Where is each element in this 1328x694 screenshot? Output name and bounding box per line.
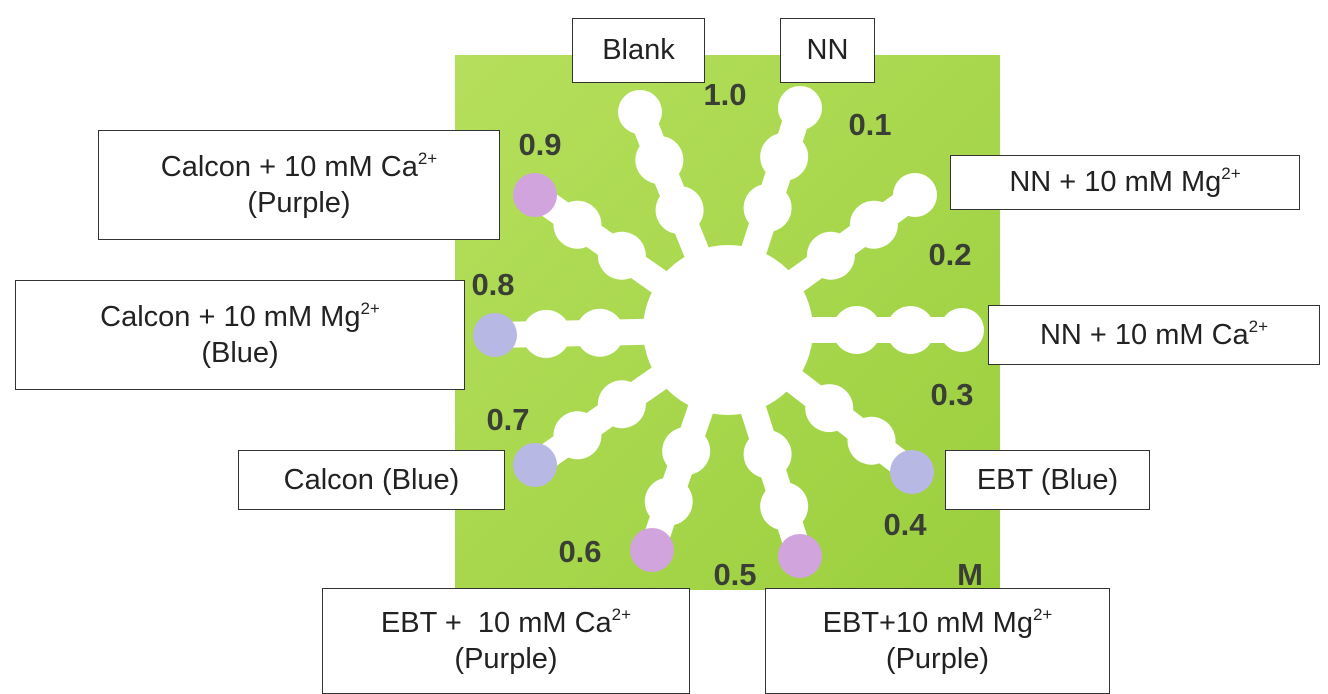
detection-zone xyxy=(618,90,662,134)
label-box: EBT (Blue) xyxy=(945,450,1150,510)
zone xyxy=(886,306,935,354)
detection-zone xyxy=(513,173,557,217)
zone-number: 0.6 xyxy=(558,534,602,569)
label-box: NN + 10 mM Mg2+ xyxy=(950,155,1300,210)
zone-number: 0.4 xyxy=(883,507,927,542)
label-line1: Calcon + 10 mM Ca xyxy=(160,150,418,183)
zone xyxy=(849,200,898,249)
detection-zone xyxy=(473,313,517,357)
label-line1: EBT (Blue) xyxy=(976,463,1119,496)
label-box: Blank xyxy=(572,18,705,83)
zone xyxy=(743,183,792,232)
zone xyxy=(662,427,711,475)
zone xyxy=(597,380,646,429)
zone xyxy=(760,482,809,531)
label-sup: 2+ xyxy=(417,148,438,168)
label-box: Calcon + 10 mM Ca2+ (Purple) xyxy=(98,130,500,240)
detection-zone xyxy=(940,308,984,352)
label-text: Calcon + 10 mM Ca2+ (Purple) xyxy=(161,149,437,222)
zone xyxy=(832,306,881,354)
zone xyxy=(553,200,602,249)
zone xyxy=(635,135,684,184)
label-sup: 2+ xyxy=(360,298,380,318)
zone-number: 0.1 xyxy=(848,107,892,142)
zone-number: 1.0 xyxy=(703,77,747,112)
label-text: NN + 10 mM Ca2+ xyxy=(1040,317,1268,353)
label-line1: Calcon + 10 mM Mg xyxy=(100,300,361,333)
label-box: EBT + 10 mM Ca2+ (Purple) xyxy=(322,588,690,694)
zone xyxy=(644,477,693,526)
zone xyxy=(806,231,855,280)
label-sup: 2+ xyxy=(1248,316,1269,336)
zone-number: 0.7 xyxy=(486,402,530,437)
label-sup: 2+ xyxy=(1221,164,1241,184)
label-line2: (Blue) xyxy=(201,337,279,369)
zone xyxy=(522,309,571,358)
zone-number: M xyxy=(957,557,983,592)
label-text: EBT (Blue) xyxy=(977,462,1118,498)
label-text: NN + 10 mM Mg2+ xyxy=(1009,164,1240,200)
label-box: Calcon (Blue) xyxy=(238,450,505,510)
label-text: EBT+10 mM Mg2+ (Purple) xyxy=(823,605,1053,678)
label-line1: EBT + 10 mM Ca xyxy=(380,606,612,639)
label-line1: NN + 10 mM Mg xyxy=(1009,166,1222,199)
detection-zone xyxy=(893,173,937,217)
zone-number: 0.9 xyxy=(518,127,562,162)
label-line1: Blank xyxy=(602,34,675,67)
zone-number: 0.5 xyxy=(713,557,757,592)
zone xyxy=(575,308,624,357)
zone xyxy=(553,411,602,460)
label-sup: 2+ xyxy=(1032,604,1053,624)
label-line2: (Purple) xyxy=(247,187,351,219)
zone xyxy=(743,430,792,479)
zone xyxy=(847,416,896,465)
detection-zone xyxy=(513,443,557,487)
zone-number: 0.8 xyxy=(471,267,515,302)
zone-number: 0.2 xyxy=(928,237,972,272)
label-line1: Calcon (Blue) xyxy=(283,463,460,496)
detection-zone xyxy=(890,450,934,494)
label-sup: 2+ xyxy=(611,604,632,624)
zone xyxy=(655,186,704,235)
zone xyxy=(597,231,646,280)
label-box: NN xyxy=(780,18,875,83)
label-box: NN + 10 mM Ca2+ xyxy=(988,305,1320,365)
label-text: Calcon (Blue) xyxy=(284,462,460,498)
label-text: NN xyxy=(807,32,849,68)
label-box: EBT+10 mM Mg2+ (Purple) xyxy=(765,588,1110,694)
label-box: Calcon + 10 mM Mg2+ (Blue) xyxy=(15,280,465,390)
detection-zone xyxy=(630,528,674,572)
label-line1: EBT+10 mM Mg xyxy=(822,606,1033,639)
detection-zone xyxy=(778,86,822,130)
zone-number: 0.3 xyxy=(930,377,974,412)
label-line1: NN + 10 mM Ca xyxy=(1039,318,1249,351)
label-text: Calcon + 10 mM Mg2+ (Blue) xyxy=(100,299,380,372)
zone xyxy=(760,132,809,181)
zone xyxy=(805,384,854,433)
label-text: EBT + 10 mM Ca2+ (Purple) xyxy=(381,605,631,678)
label-text: Blank xyxy=(602,32,675,68)
label-line2: (Purple) xyxy=(454,643,558,675)
detection-zone xyxy=(778,534,822,578)
label-line1: NN xyxy=(806,34,849,67)
label-line2: (Purple) xyxy=(885,643,990,675)
